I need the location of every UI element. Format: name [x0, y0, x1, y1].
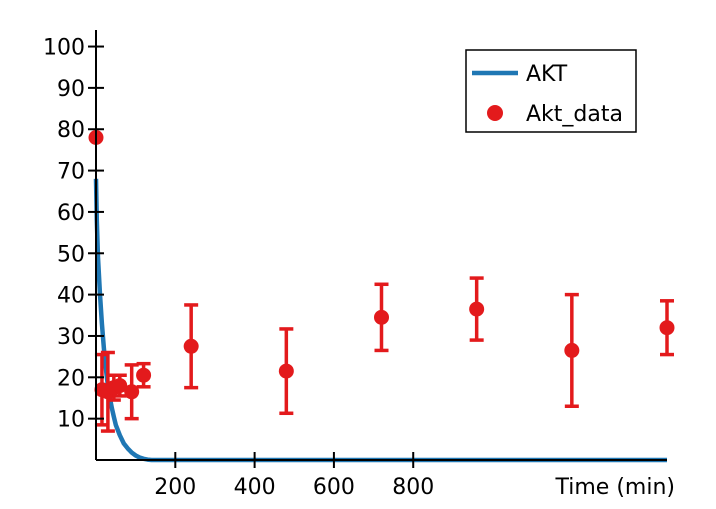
data-point [659, 320, 675, 336]
y-tick-label: 60 [57, 201, 85, 226]
legend-akt-label: AKT [526, 62, 568, 87]
x-axis-label: Time (min) [555, 475, 676, 500]
y-tick-label: 50 [57, 242, 85, 267]
y-tick-layer: 10 20 30 40 50 60 70 80 90 100 [43, 36, 104, 433]
y-tick-label: 90 [57, 77, 85, 102]
x-tick-layer: 200 400 600 800 [154, 452, 434, 500]
y-tick-label: 100 [43, 36, 85, 61]
axes [95, 30, 667, 461]
legend-akt-data-swatch [487, 105, 503, 121]
y-tick-label: 80 [57, 118, 85, 143]
legend: AKT Akt_data [465, 49, 637, 133]
data-point [278, 363, 294, 379]
data-point [112, 378, 128, 394]
y-tick-label: 40 [57, 284, 85, 309]
x-tick-label: 600 [313, 475, 355, 500]
data-point [183, 338, 199, 354]
data-point [124, 384, 140, 400]
y-tick-label: 70 [57, 160, 85, 185]
data-point [136, 367, 152, 383]
legend-akt-data-label: Akt_data [526, 102, 623, 127]
x-tick-label: 800 [392, 475, 434, 500]
data-point [374, 309, 389, 325]
data-point [564, 342, 580, 358]
y-tick-label: 30 [57, 325, 85, 350]
akt-data-layer [88, 130, 675, 433]
x-tick-label: 400 [234, 475, 276, 500]
y-tick-label: 10 [57, 408, 85, 433]
data-point [469, 301, 485, 317]
y-tick-label: 20 [57, 366, 85, 391]
x-tick-label: 200 [154, 475, 196, 500]
plot-area [88, 130, 675, 463]
